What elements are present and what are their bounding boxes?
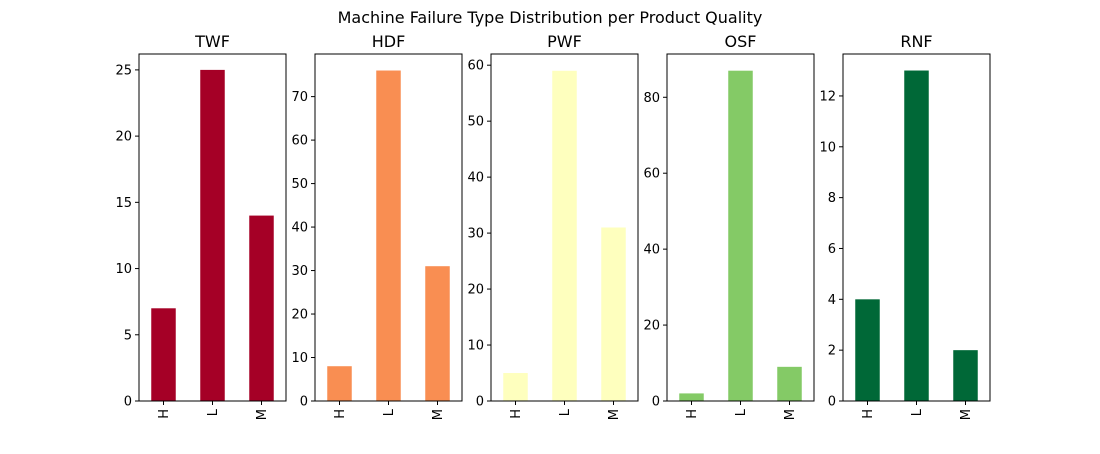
subplot-rnf: RNF 0 2 4 6 8 10 12 H L M (819, 32, 991, 420)
subplot-title: OSF (725, 32, 757, 51)
y-tick-label: 4 (828, 293, 836, 308)
y-tick-label: 60 (291, 134, 308, 149)
subplot-title: TWF (194, 32, 230, 51)
y-tick-label: 0 (476, 395, 484, 410)
y-tick-label: 30 (467, 227, 484, 242)
figure-title: Machine Failure Type Distribution per Pr… (338, 8, 763, 27)
x-tick-label: H (333, 409, 348, 419)
bar-l (376, 70, 401, 402)
y-tick-label: 30 (291, 264, 308, 279)
y-tick-label: 5 (124, 328, 132, 343)
y-tick-label: 6 (828, 242, 836, 257)
x-tick-label: L (910, 408, 925, 416)
y-tick-label: 10 (291, 351, 308, 366)
y-tick-label: 10 (467, 339, 484, 354)
y-tick-label: 80 (643, 91, 660, 106)
bar-m (777, 366, 802, 401)
bar-m (953, 350, 978, 401)
x-tick-label: H (157, 409, 172, 419)
y-tick-label: 40 (643, 243, 660, 258)
bar-h (855, 299, 880, 401)
bar-h (151, 308, 176, 401)
y-tick-label: 60 (643, 167, 660, 182)
y-tick-label: 40 (291, 221, 308, 236)
subplot-pwf: PWF 0 10 20 30 40 50 60 H L M (467, 32, 639, 420)
y-tick-label: 40 (467, 171, 484, 186)
y-tick-label: 10 (819, 140, 836, 155)
y-tick-label: 0 (124, 395, 132, 410)
x-tick-label: L (558, 408, 573, 416)
x-tick-label: M (607, 409, 622, 420)
bar-l (728, 70, 753, 401)
y-tick-label: 8 (828, 191, 836, 206)
x-tick-label: L (382, 408, 397, 416)
y-tick-label: 0 (828, 395, 836, 410)
x-tick-label: H (509, 409, 524, 419)
x-tick-label: H (861, 409, 876, 419)
bar-l (552, 70, 577, 401)
y-tick-label: 70 (291, 90, 308, 105)
y-tick-label: 25 (115, 63, 132, 78)
bar-m (425, 266, 450, 401)
bar-h (327, 366, 352, 401)
y-tick-label: 2 (828, 344, 836, 359)
subplot-hdf: HDF 0 10 20 30 40 50 60 70 H L M (291, 32, 463, 420)
x-tick-label: M (783, 409, 798, 420)
bar-m (601, 227, 626, 401)
y-tick-label: 12 (819, 89, 836, 104)
y-tick-label: 20 (467, 283, 484, 298)
y-tick-label: 20 (291, 308, 308, 323)
bar-m (249, 215, 274, 401)
bar-l (904, 70, 929, 402)
x-tick-label: H (685, 409, 700, 419)
subplot-title: RNF (900, 32, 932, 51)
y-tick-label: 0 (300, 395, 308, 410)
subplot-osf: OSF 0 20 40 60 80 H L M (643, 32, 815, 420)
bar-h (679, 393, 704, 401)
bar-l (200, 69, 225, 401)
y-tick-label: 50 (291, 177, 308, 192)
y-tick-label: 10 (115, 262, 132, 277)
x-tick-label: L (206, 408, 221, 416)
subplot-twf: TWF 0 5 10 15 20 25 H L M (115, 32, 287, 420)
x-tick-label: M (255, 409, 270, 420)
subplot-title: PWF (547, 32, 582, 51)
y-tick-label: 60 (467, 59, 484, 74)
x-tick-label: M (431, 409, 446, 420)
subplot-title: HDF (372, 32, 406, 51)
x-tick-label: M (959, 409, 974, 420)
y-tick-label: 15 (115, 196, 132, 211)
y-tick-label: 20 (643, 319, 660, 334)
y-tick-label: 50 (467, 115, 484, 130)
x-tick-label: L (734, 408, 749, 416)
y-tick-label: 20 (115, 130, 132, 145)
bar-h (503, 373, 528, 401)
y-tick-label: 0 (652, 395, 660, 410)
